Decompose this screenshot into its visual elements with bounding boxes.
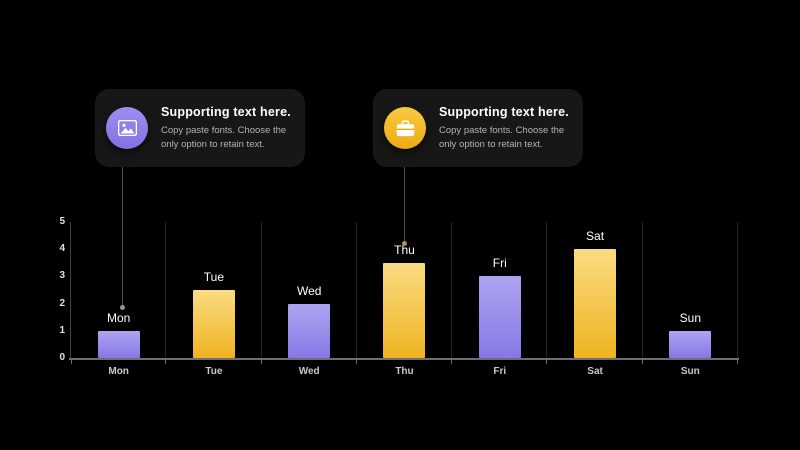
chart-column-fri: Fri Fri xyxy=(452,222,547,377)
connector-line-2 xyxy=(404,167,405,241)
bar-wed xyxy=(288,303,331,358)
x-axis-tick xyxy=(260,359,262,364)
bar-value-label: Wed xyxy=(296,283,322,298)
x-axis-category-label: Sun xyxy=(680,366,700,377)
x-axis-category-label: Thu xyxy=(395,366,414,377)
bar-value-label: Fri xyxy=(492,256,507,271)
callout-body: Copy paste fonts. Choose the only option… xyxy=(439,124,565,150)
vertical-gridline xyxy=(737,222,738,358)
x-axis-tick xyxy=(165,359,167,364)
bar-mon xyxy=(97,330,140,358)
vertical-gridline xyxy=(355,222,357,358)
x-axis-category-label: Sat xyxy=(587,366,603,377)
callout-card-2: Supporting text here. Copy paste fonts. … xyxy=(373,89,583,167)
chart-column-mon: Mon Mon xyxy=(71,222,166,377)
y-axis-label: 2 xyxy=(59,297,65,309)
vertical-gridline xyxy=(165,222,167,358)
y-axis-label: 5 xyxy=(59,216,65,227)
bar-value-label: Tue xyxy=(203,270,225,284)
bar-value-label: Thu xyxy=(394,242,415,257)
x-axis-tick xyxy=(546,359,548,364)
bar-value-label: Mon xyxy=(106,310,131,325)
callout-text-1: Supporting text here. Copy paste fonts. … xyxy=(161,105,307,152)
vertical-gridline xyxy=(260,222,262,358)
callout-body: Copy paste fonts. Choose the only option… xyxy=(161,124,287,150)
y-axis-label: 1 xyxy=(59,324,65,336)
bar-value-label: Sat xyxy=(586,229,605,244)
connector-line-1 xyxy=(122,167,123,305)
briefcase-icon xyxy=(396,119,414,136)
bar-thu xyxy=(383,262,426,358)
bar-value-label: Sun xyxy=(679,310,702,325)
x-axis-category-label: Tue xyxy=(205,366,223,377)
y-axis-label: 3 xyxy=(59,270,65,282)
callout-text-2: Supporting text here. Copy paste fonts. … xyxy=(439,105,585,152)
chart-column-tue: Tue Tue xyxy=(166,222,261,377)
callout-title: Supporting text here. xyxy=(161,104,291,119)
connector-dot-1 xyxy=(120,305,125,310)
bar-chart-plot-area: 0 1 2 3 4 5 Mon Mon Tue Tue Wed Wed Thu Thu Fri Fri Sat S… xyxy=(59,216,739,377)
chart-column-thu: Thu Thu xyxy=(357,222,452,377)
x-axis-category-label: Fri xyxy=(493,366,507,377)
chart-column-sun: Sun Sun xyxy=(643,222,738,377)
x-axis-tick xyxy=(451,359,453,364)
callout-title: Supporting text here. xyxy=(439,104,569,119)
y-axis-label: 4 xyxy=(59,243,65,255)
bar-sun xyxy=(669,330,712,358)
callout-card-1: Supporting text here. Copy paste fonts. … xyxy=(95,89,305,167)
bar-tue xyxy=(192,290,235,358)
image-icon xyxy=(117,120,137,136)
connector-dot-2 xyxy=(402,241,407,246)
image-icon-badge xyxy=(106,107,148,149)
briefcase-icon-badge xyxy=(384,107,426,149)
x-axis-tick xyxy=(71,359,72,364)
chart-column-sat: Sat Sat xyxy=(547,222,642,377)
y-axis-label: 0 xyxy=(59,352,65,363)
x-axis-category-label: Wed xyxy=(298,366,320,377)
x-axis-tick xyxy=(355,359,357,364)
vertical-gridline xyxy=(451,222,453,358)
x-axis-line xyxy=(69,358,739,360)
vertical-gridline xyxy=(546,222,548,358)
x-axis-category-label: Mon xyxy=(108,366,129,377)
x-axis-tick xyxy=(737,359,738,364)
x-axis-tick xyxy=(641,359,643,364)
chart-column-wed: Wed Wed xyxy=(262,222,357,377)
vertical-gridline xyxy=(641,222,643,358)
bar-sat xyxy=(574,249,617,358)
bar-fri xyxy=(478,276,521,358)
